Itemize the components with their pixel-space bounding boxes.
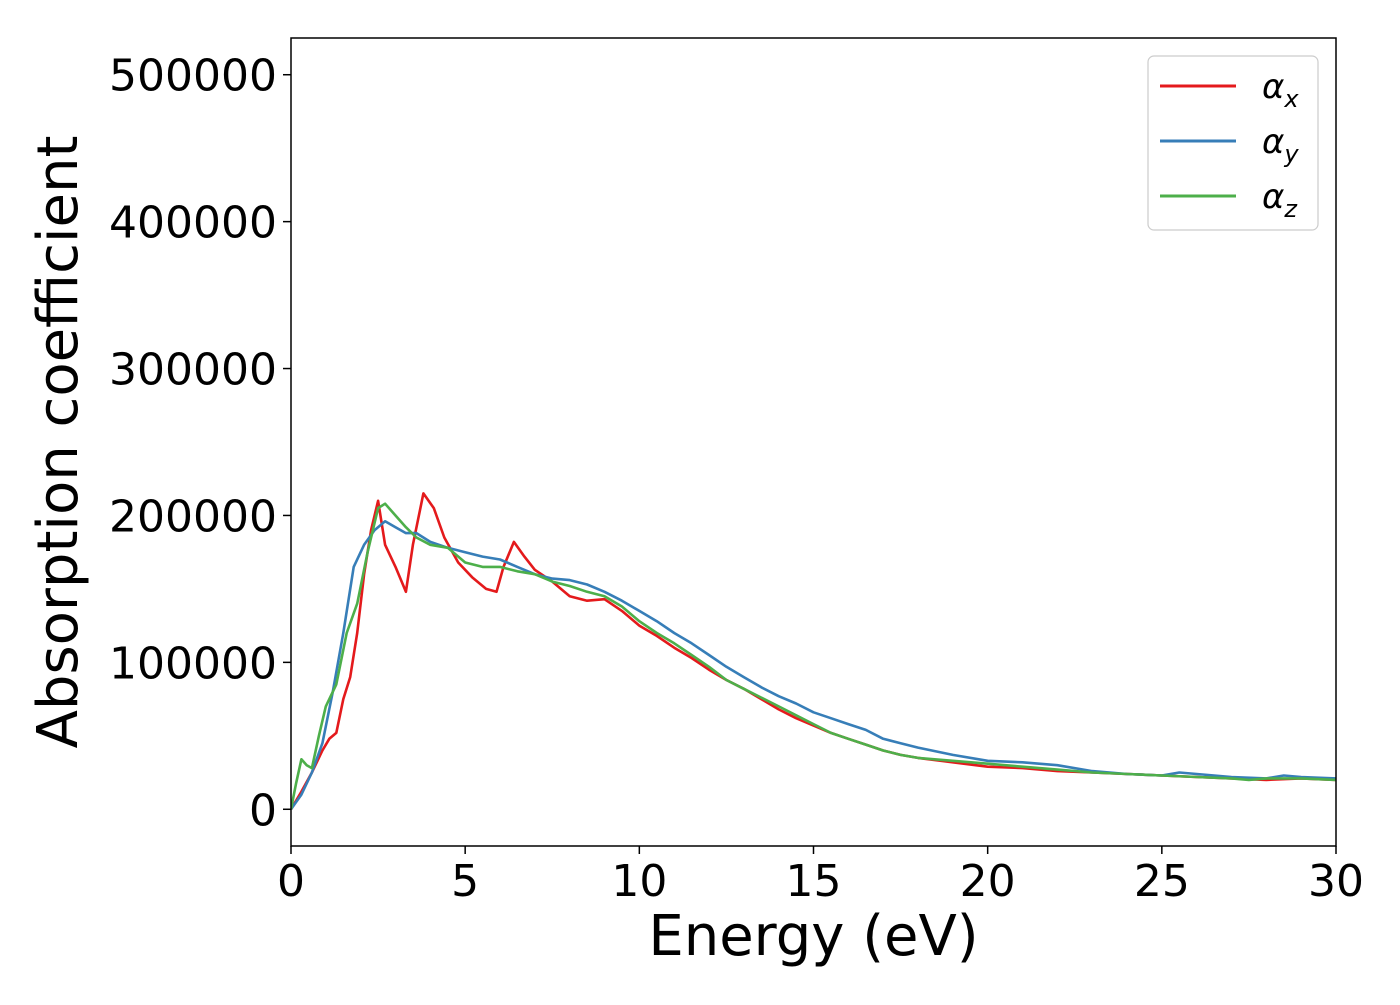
y-tick-label: 400000 <box>109 198 277 249</box>
series-line-z <box>291 502 1336 810</box>
y-tick-label: 0 <box>249 785 277 836</box>
y-tick-label: 100000 <box>109 638 277 689</box>
x-axis-ticks: 0 5 10 15 20 25 30 <box>277 846 1364 907</box>
legend-label: αy <box>1262 122 1299 168</box>
x-tick-label: 30 <box>1308 856 1364 907</box>
x-axis-label: Energy (eV) <box>648 904 978 969</box>
legend-label-subscript: y <box>1283 140 1299 168</box>
y-axis-ticks: 0 100000 200000 300000 400000 500000 <box>109 51 291 836</box>
legend-label-symbol: α <box>1262 177 1284 217</box>
legend-label-symbol: α <box>1262 122 1284 162</box>
series-line-y <box>291 520 1336 811</box>
x-tick-label: 5 <box>451 856 479 907</box>
legend-label-subscript: z <box>1283 195 1298 223</box>
y-tick-label: 500000 <box>109 51 277 102</box>
x-tick-label: 10 <box>611 856 667 907</box>
legend-label: αz <box>1262 177 1298 223</box>
x-tick-label: 20 <box>960 856 1016 907</box>
y-tick-label: 300000 <box>109 345 277 396</box>
y-axis-label: Absorption coefficient <box>26 136 91 749</box>
y-tick-label: 200000 <box>109 491 277 542</box>
legend-box <box>1147 55 1319 231</box>
legend-label: αx <box>1262 67 1299 113</box>
x-tick-label: 0 <box>277 856 305 907</box>
legend-label-symbol: α <box>1262 67 1284 107</box>
x-tick-label: 15 <box>786 856 842 907</box>
legend-label-subscript: x <box>1283 85 1299 113</box>
series-layer <box>291 492 1336 811</box>
x-tick-label: 25 <box>1134 856 1190 907</box>
series-line-x <box>291 492 1336 810</box>
